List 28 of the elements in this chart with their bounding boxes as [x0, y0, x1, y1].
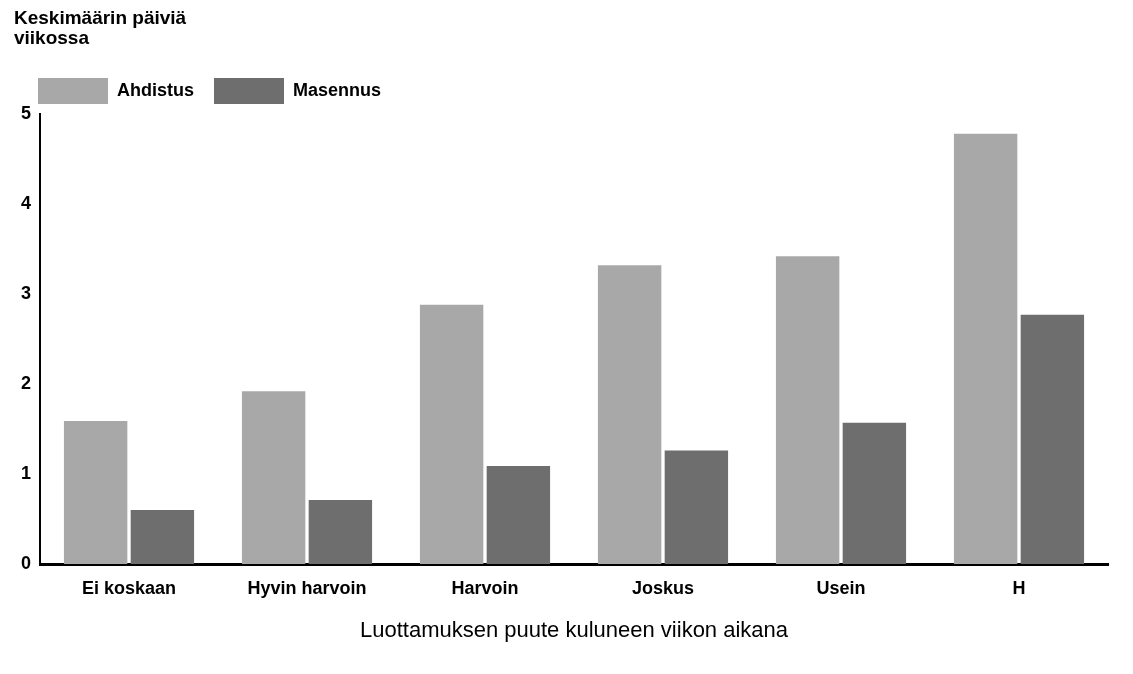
legend-label: Ahdistus [117, 79, 195, 100]
bar [664, 450, 729, 564]
y-tick-label: 4 [21, 192, 32, 213]
bar [1020, 314, 1085, 564]
x-tick-label: H [1012, 577, 1026, 598]
bar [842, 422, 907, 564]
x-axis-title: Luottamuksen puute kuluneen viikon aikana [359, 616, 789, 642]
x-tick-label: Hyvin harvoin [247, 577, 367, 598]
x-tick-label: Usein [816, 577, 866, 598]
y-tick-label: 3 [21, 282, 32, 303]
y-tick-label: 1 [21, 462, 32, 483]
bar [241, 391, 306, 564]
bar [486, 465, 551, 564]
bar [953, 133, 1018, 564]
y-tick-label: 0 [21, 552, 32, 573]
y-axis-title: Keskimäärin päiviä viikossa [14, 7, 188, 48]
x-tick-label: Ei koskaan [81, 577, 177, 598]
y-tick-label: 2 [21, 372, 32, 393]
bar [130, 510, 195, 564]
x-tick-label: Harvoin [451, 577, 519, 598]
bar [63, 420, 128, 564]
bar [775, 256, 840, 564]
bar [597, 265, 662, 564]
bar [308, 500, 373, 564]
x-tick-label: Joskus [631, 577, 695, 598]
legend-label: Masennus [293, 79, 382, 100]
y-tick-label: 5 [21, 102, 32, 123]
bar [419, 304, 484, 564]
